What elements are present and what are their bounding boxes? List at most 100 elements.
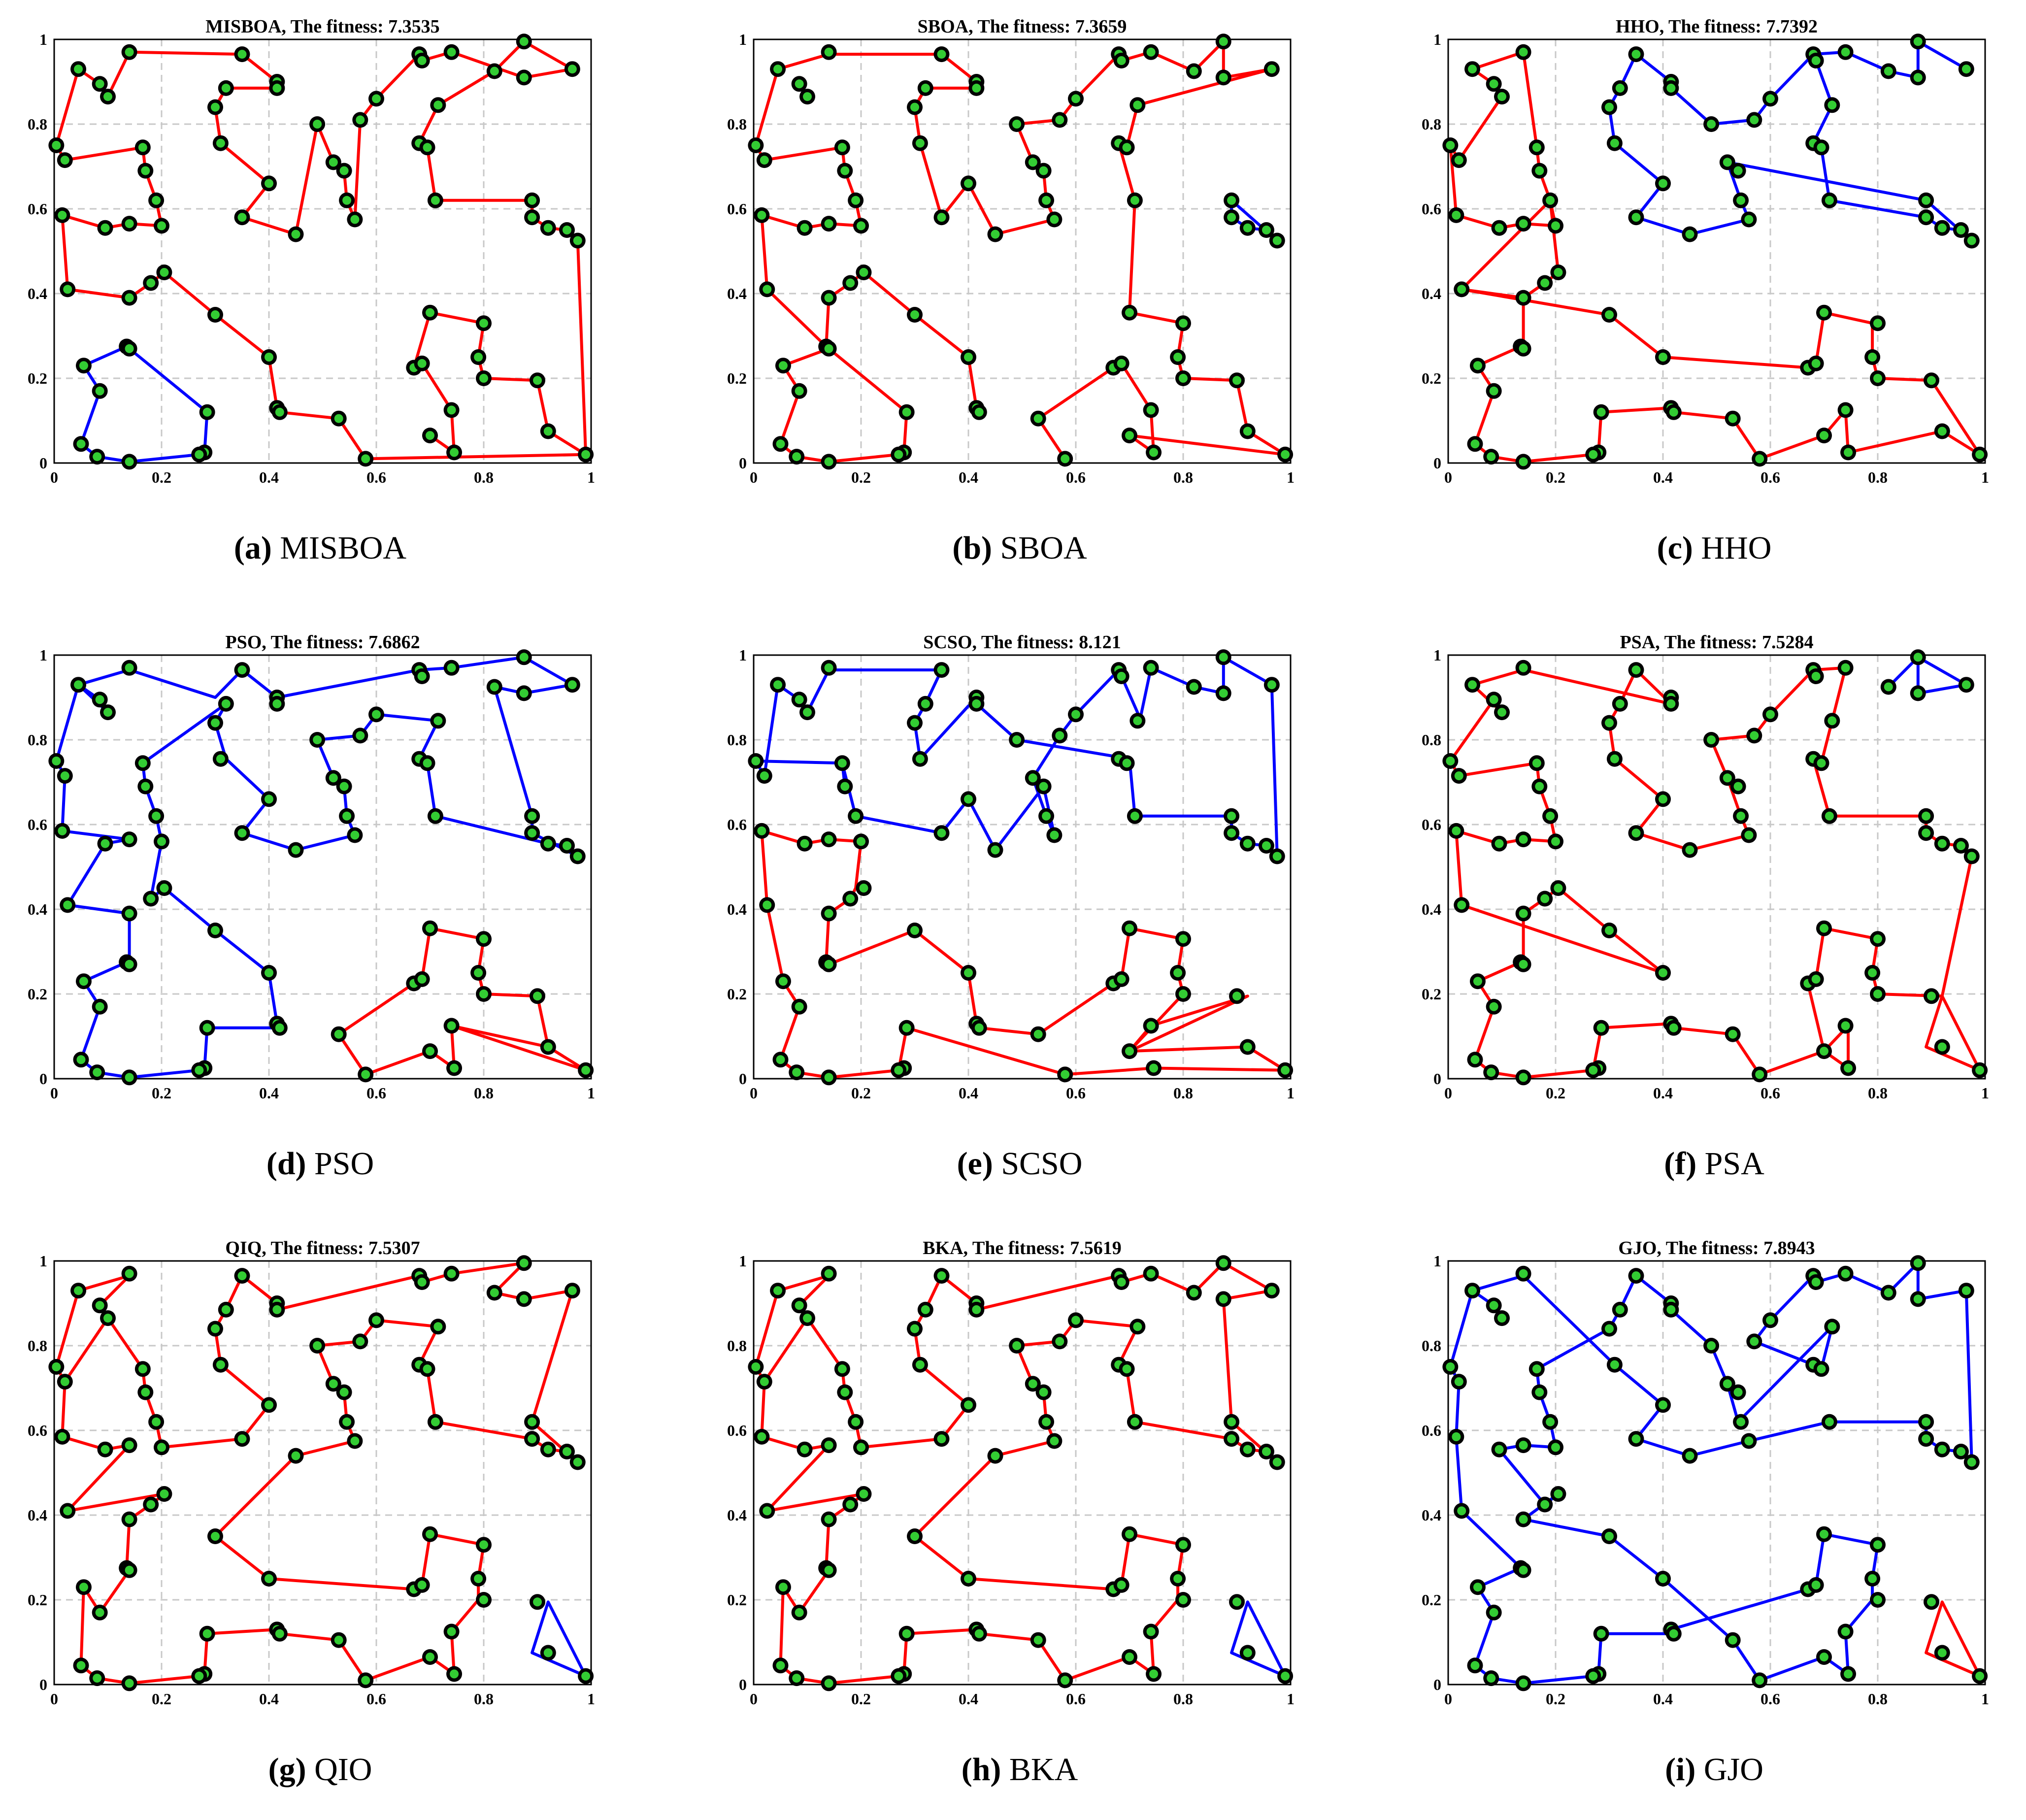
city-node (237, 828, 247, 838)
city-node (339, 1388, 349, 1397)
x-tick-label: 0 (750, 1690, 758, 1708)
city-node (313, 120, 322, 129)
city-node (857, 1443, 865, 1452)
city-node (1811, 974, 1821, 984)
city-node (792, 1674, 801, 1683)
city-node (1179, 1540, 1188, 1550)
city-node (93, 1674, 102, 1683)
city-node (152, 196, 161, 205)
city-node (1820, 431, 1828, 440)
city-node (1117, 672, 1126, 681)
y-tick-label: 0.6 (1422, 816, 1441, 833)
y-tick-label: 0.4 (1422, 285, 1441, 302)
city-node (237, 1271, 247, 1281)
x-tick-label: 1 (1981, 1084, 1989, 1102)
city-node (450, 1063, 459, 1073)
city-node (79, 361, 88, 370)
plot-frame (53, 654, 592, 1080)
city-node (910, 718, 919, 728)
x-tick-label: 1 (1287, 1084, 1295, 1102)
city-node (95, 1301, 104, 1310)
city-node (342, 196, 352, 205)
city-node (1219, 73, 1228, 82)
city-node (773, 680, 783, 690)
x-tick-label: 1 (1981, 1690, 1989, 1708)
city-node (1219, 37, 1228, 46)
y-tick-label: 0.6 (28, 1422, 47, 1439)
city-node (146, 278, 156, 288)
city-node (95, 386, 104, 396)
city-node (447, 1021, 456, 1030)
city-node (125, 1269, 134, 1278)
city-node (1519, 293, 1528, 302)
y-tick-label: 0.4 (727, 1506, 747, 1524)
city-node (937, 665, 946, 675)
city-node (1050, 830, 1059, 840)
city-node (479, 990, 488, 998)
city-node (1975, 450, 1985, 459)
x-tick-label: 0.2 (152, 468, 171, 486)
caption-text: GJO (1703, 1752, 1763, 1787)
city-node (138, 1364, 147, 1374)
city-node (543, 1648, 553, 1657)
city-node (1811, 1580, 1821, 1589)
y-tick-label: 0.6 (727, 816, 747, 833)
city-node (581, 450, 591, 459)
city-node (95, 1608, 104, 1617)
x-tick-label: 0.8 (1868, 1690, 1888, 1708)
city-node (1669, 407, 1678, 417)
city-node (1820, 1653, 1828, 1662)
y-tick-label: 0.2 (727, 1591, 747, 1609)
city-node (1844, 448, 1853, 457)
city-node (519, 1258, 529, 1268)
city-node (795, 1002, 804, 1011)
x-tick-label: 1 (587, 468, 595, 486)
caption-label: (i) (1665, 1752, 1696, 1787)
city-node (237, 213, 247, 222)
city-node (202, 1629, 212, 1638)
chart-panel-h: BKA, The fitness: 7.5619 0 0 0.2 0.2 0.4 0.4 0.… (709, 1231, 1330, 1813)
city-node (1937, 1445, 1947, 1454)
city-node (760, 1377, 769, 1387)
city-node (447, 663, 456, 672)
city-node (1173, 968, 1183, 977)
city-node (1146, 1269, 1156, 1278)
x-tick-label: 0.2 (851, 1084, 871, 1102)
city-node (1146, 405, 1156, 415)
city-node (1146, 1021, 1156, 1030)
city-node (195, 1065, 204, 1075)
city-node (1281, 450, 1290, 459)
city-node (1685, 230, 1694, 239)
city-node (573, 852, 582, 861)
city-node (1243, 1445, 1252, 1454)
city-node (1535, 166, 1544, 175)
city-node (824, 1441, 833, 1450)
city-node (157, 837, 166, 846)
city-node (972, 1305, 981, 1314)
panel-caption: (f) PSA (1404, 1145, 2025, 1183)
city-node (103, 1314, 112, 1323)
city-node (329, 158, 338, 167)
y-tick-label: 1 (1433, 1252, 1441, 1270)
city-node (60, 771, 69, 781)
city-node (138, 143, 147, 152)
city-node (1219, 689, 1228, 698)
city-node (1610, 138, 1619, 148)
city-node (1519, 457, 1528, 466)
city-node (334, 414, 343, 423)
city-node (1736, 196, 1746, 205)
city-node (1012, 1341, 1022, 1350)
city-node (1042, 811, 1051, 821)
city-node (1452, 1432, 1461, 1441)
city-node (361, 1676, 370, 1685)
city-node (372, 1316, 381, 1325)
city-node (1956, 226, 1965, 234)
city-node (1519, 344, 1528, 353)
city-node (1827, 100, 1837, 110)
city-node (1820, 1047, 1828, 1056)
city-node (1446, 141, 1455, 150)
city-node (1281, 1065, 1290, 1075)
city-node (1927, 376, 1936, 385)
city-node (964, 1574, 973, 1583)
city-node (795, 1301, 804, 1310)
